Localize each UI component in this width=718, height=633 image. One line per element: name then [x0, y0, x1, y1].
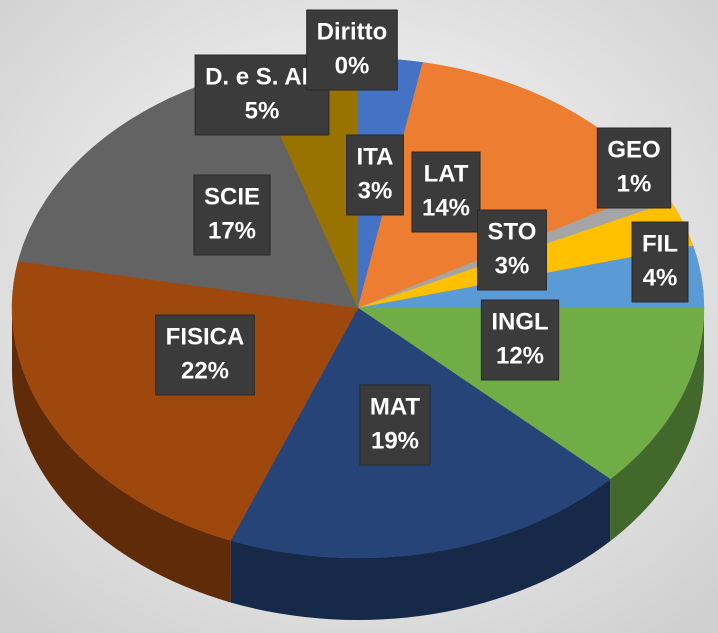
value-label: 22% — [181, 357, 229, 384]
category-label: GEO — [607, 136, 660, 163]
data-label: ITA 3% — [346, 134, 404, 216]
label-box — [480, 299, 560, 381]
value-label: 1% — [617, 170, 652, 197]
data-label: MAT 19% — [359, 384, 431, 466]
category-label: LAT — [424, 160, 469, 187]
data-label: INGL 12% — [480, 299, 560, 381]
label-box — [359, 384, 431, 466]
slice — [11, 260, 359, 541]
category-label: STO — [488, 218, 537, 245]
label-box — [306, 9, 398, 91]
label-box — [411, 151, 481, 233]
value-label: 5% — [245, 97, 280, 124]
label-box — [631, 221, 689, 303]
label-box — [346, 134, 404, 216]
value-label: 3% — [495, 252, 530, 279]
value-label: 3% — [358, 177, 393, 204]
data-label: STO 3% — [477, 209, 547, 291]
category-label: SCIE — [204, 183, 260, 210]
slice — [357, 307, 705, 480]
label-box — [477, 209, 547, 291]
value-label: 4% — [643, 264, 678, 291]
category-label: FISICA — [166, 323, 245, 350]
value-label: 0% — [335, 52, 370, 79]
label-box — [193, 174, 271, 256]
category-label: Diritto — [317, 18, 388, 45]
category-label: INGL — [491, 308, 548, 335]
data-label: FIL 4% — [631, 221, 689, 303]
value-label: 14% — [422, 194, 470, 221]
data-label: LAT 14% — [411, 151, 481, 233]
data-label: SCIE 17% — [193, 174, 271, 256]
category-label: D. e S. AR — [205, 63, 319, 90]
slice-side — [12, 308, 231, 603]
category-label: MAT — [370, 393, 421, 420]
data-label: Diritto 0% — [306, 9, 398, 91]
slice-side — [230, 479, 611, 620]
data-label: FISICA 22% — [155, 314, 255, 396]
value-label: 19% — [371, 427, 419, 454]
label-box — [155, 314, 255, 396]
category-label: ITA — [357, 143, 394, 170]
value-label: 17% — [208, 217, 256, 244]
value-label: 12% — [496, 342, 544, 369]
label-box — [596, 127, 672, 209]
slice-side — [610, 308, 704, 542]
data-label: GEO 1% — [596, 127, 672, 209]
category-label: FIL — [642, 230, 678, 257]
